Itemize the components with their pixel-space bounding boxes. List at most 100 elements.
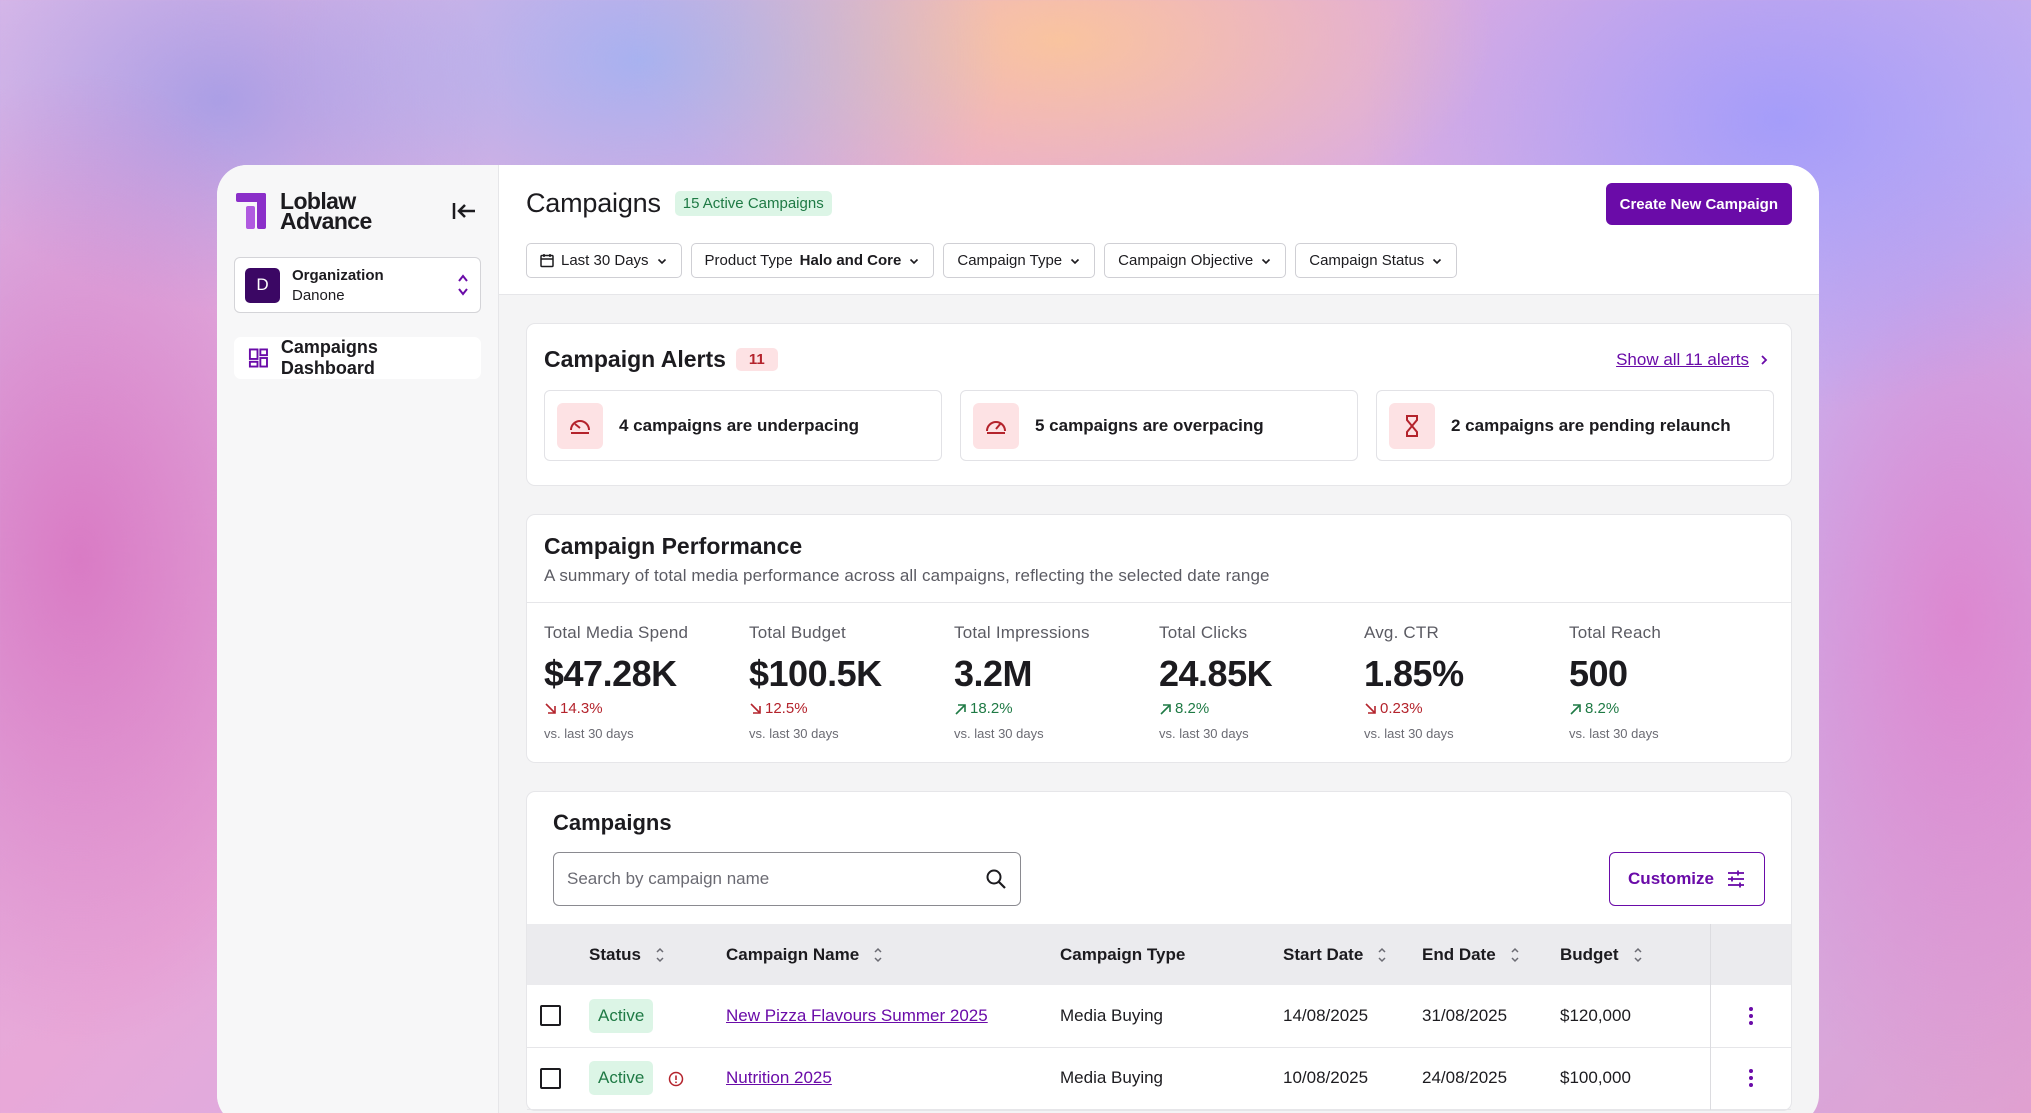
metric-delta: 14.3% — [544, 700, 749, 717]
create-campaign-button[interactable]: Create New Campaign — [1605, 183, 1792, 225]
status-header-label: Status — [589, 944, 641, 964]
metric-delta-value: 8.2% — [1585, 700, 1620, 717]
organization-select[interactable]: D Organization Danone — [234, 257, 481, 313]
metric-value: 1.85% — [1364, 653, 1464, 694]
row-checkbox[interactable] — [540, 1067, 561, 1089]
brand-logo: Loblaw Advance — [234, 188, 372, 233]
show-all-alerts-link[interactable]: Show all 11 alerts — [1616, 350, 1769, 370]
sidebar-item-campaigns-dashboard[interactable]: Campaigns Dashboard — [234, 337, 481, 379]
arrow-up-right-icon — [1570, 703, 1581, 715]
row-menu-icon[interactable] — [1711, 1006, 1792, 1025]
collapse-sidebar-button[interactable] — [447, 194, 481, 228]
campaign-performance-card: Campaign Performance A summary of total … — [526, 514, 1792, 763]
metric-delta: 8.2% — [1569, 700, 1774, 717]
campaign-name-header-label: Campaign Name — [726, 944, 860, 964]
metric-delta-value: 0.23% — [1380, 700, 1423, 717]
metric-delta: 18.2% — [954, 700, 1159, 717]
actions-cell — [1709, 1047, 1792, 1109]
metric-item: Total Budget $100.5K 12.5% vs. last 30 days — [749, 623, 954, 741]
performance-subtitle: A summary of total media performance acr… — [544, 566, 1270, 585]
alert-pending-relaunch[interactable]: 2 campaigns are pending relaunch — [1376, 390, 1774, 461]
alerts-count-badge: 11 — [735, 347, 778, 371]
metric-label: Total Budget — [749, 623, 846, 642]
campaign-status-filter[interactable]: Campaign Status — [1295, 243, 1458, 278]
metric-label: Total Media Spend — [544, 623, 689, 642]
alert-cards: 4 campaigns are underpacing 5 campaigns … — [544, 390, 1774, 461]
campaign-status-label: Campaign Status — [1309, 252, 1425, 269]
metric-note: vs. last 30 days — [544, 726, 634, 741]
campaign-type-filter[interactable]: Campaign Type — [943, 243, 1096, 278]
start-date-column-header[interactable]: Start Date — [1283, 924, 1422, 985]
metric-label: Total Reach — [1569, 623, 1661, 642]
campaign-type-header-label: Campaign Type — [1060, 944, 1186, 964]
customize-button[interactable]: Customize — [1609, 852, 1765, 906]
alert-overpacing[interactable]: 5 campaigns are overpacing — [960, 390, 1358, 461]
metric-value: 500 — [1569, 653, 1628, 694]
show-all-alerts-label: Show all 11 alerts — [1616, 350, 1749, 369]
row-checkbox[interactable] — [540, 1005, 561, 1027]
campaign-objective-label: Campaign Objective — [1118, 252, 1254, 269]
speedometer-high-icon — [973, 402, 1019, 449]
campaign-name-cell: Nutrition 2025 — [726, 1047, 1060, 1109]
product-type-filter[interactable]: Product Type Halo and Core — [690, 243, 935, 278]
logo-line-1: Loblaw — [280, 188, 356, 214]
campaign-name-link[interactable]: Nutrition 2025 — [726, 1068, 832, 1087]
campaigns-table-card: Campaigns Customize — [526, 791, 1792, 1111]
metric-note: vs. last 30 days — [1159, 726, 1249, 741]
end-date-cell: 31/08/2025 — [1422, 1005, 1508, 1025]
actions-column-header — [1709, 924, 1791, 985]
product-type-label: Product Type — [704, 252, 793, 269]
campaign-type-column-header: Campaign Type — [1060, 924, 1283, 985]
start-date-cell: 14/08/2025 — [1283, 1005, 1369, 1025]
status-column-header[interactable]: Status — [589, 924, 726, 985]
table-row: Active New Pizza Flavours Summer 2025 Me… — [527, 985, 1791, 1047]
page-title: Campaigns — [526, 187, 661, 218]
search-input[interactable] — [567, 869, 947, 889]
campaign-name-link[interactable]: New Pizza Flavours Summer 2025 — [726, 1005, 988, 1025]
row-menu-icon[interactable] — [1711, 1069, 1792, 1087]
search-box — [553, 852, 1021, 906]
table-row: Active Nutrition 2025 Media Buying 10/08… — [527, 1047, 1791, 1109]
metric-note: vs. last 30 days — [954, 726, 1044, 741]
chevron-down-icon — [1433, 258, 1442, 264]
title-row: Campaigns 15 Active Campaigns — [526, 183, 1792, 223]
search-icon[interactable] — [985, 868, 1007, 890]
arrow-down-right-icon — [1365, 702, 1376, 714]
sort-icon — [1634, 947, 1642, 962]
arrow-down-right-icon — [545, 702, 556, 714]
end-date-column-header[interactable]: End Date — [1422, 924, 1560, 985]
start-date-header-label: Start Date — [1283, 944, 1364, 964]
campaign-name-column-header[interactable]: Campaign Name — [726, 924, 1060, 985]
metric-item: Total Clicks 24.85K 8.2% vs. last 30 days — [1159, 623, 1364, 741]
budget-column-header[interactable]: Budget — [1560, 924, 1710, 985]
metric-item: Total Media Spend $47.28K 14.3% vs. last 30… — [544, 623, 749, 741]
metric-label: Avg. CTR — [1364, 623, 1439, 642]
sliders-icon — [1728, 870, 1744, 888]
start-date-cell: 10/08/2025 — [1283, 1068, 1369, 1087]
dashboard-grid-icon — [248, 348, 268, 368]
metric-delta-value: 12.5% — [765, 700, 808, 717]
main-content: Campaigns 15 Active Campaigns Create New… — [499, 165, 1819, 1113]
metric-note: vs. last 30 days — [749, 726, 839, 741]
org-avatar: D — [245, 267, 280, 303]
campaign-objective-filter[interactable]: Campaign Objective — [1104, 243, 1287, 278]
chevron-down-icon — [657, 258, 666, 264]
campaign-alerts-card: Campaign Alerts 11 Show all 11 alerts 4 … — [526, 323, 1792, 486]
date-range-filter[interactable]: Last 30 Days — [526, 243, 682, 278]
active-campaigns-badge: 15 Active Campaigns — [674, 190, 832, 216]
row-select-cell — [527, 985, 589, 1047]
alert-underpacing[interactable]: 4 campaigns are underpacing — [544, 390, 942, 461]
metric-item: Total Impressions 3.2M 18.2% vs. last 30 da… — [954, 623, 1159, 741]
calendar-icon — [540, 254, 554, 268]
logo-text: Loblaw Advance — [280, 188, 372, 233]
chevron-down-icon — [1071, 258, 1080, 264]
date-range-label: Last 30 Days — [561, 252, 649, 269]
org-label: Organization — [292, 266, 384, 284]
performance-header: Campaign Performance A summary of total … — [527, 515, 1791, 603]
row-select-cell — [527, 1047, 589, 1109]
org-value: Danone — [292, 286, 345, 304]
metric-value: 3.2M — [954, 653, 1033, 694]
table-body: Active New Pizza Flavours Summer 2025 Me… — [527, 985, 1791, 1109]
campaign-type-label: Campaign Type — [957, 252, 1063, 269]
status-badge: Active — [589, 1061, 654, 1095]
